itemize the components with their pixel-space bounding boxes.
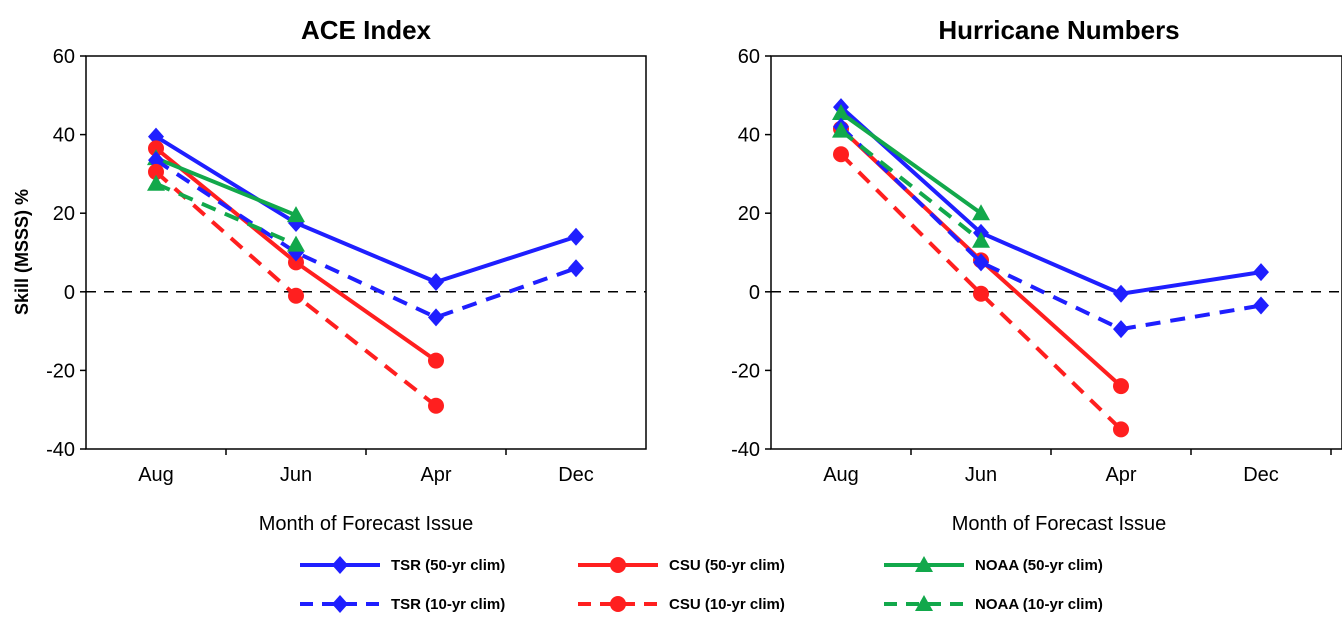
series-noaa-50-yr-clim <box>832 103 990 221</box>
legend-item-csu-50-yr-clim: CSU (50-yr clim) <box>578 557 785 574</box>
series-tsr-10-yr-clim <box>148 151 584 327</box>
y-tick-label: 60 <box>738 46 760 68</box>
series-line <box>839 152 1123 431</box>
data-point-triangle <box>287 235 305 252</box>
data-point-diamond <box>568 259 584 278</box>
series-csu-10-yr-clim <box>148 163 444 414</box>
chart-title: ACE Index <box>301 15 432 45</box>
legend-item-noaa-10-yr-clim: NOAA (10-yr clim) <box>884 595 1103 613</box>
plot-frame <box>770 55 1342 450</box>
legend-marker-triangle <box>915 595 933 611</box>
data-point-diamond <box>973 253 989 272</box>
y-tick-label: 0 <box>749 282 760 304</box>
chart-panel-hurricane-numbers: Hurricane Numbers Month of Forecast Issu… <box>731 15 1342 535</box>
x-tick-label: Aug <box>823 464 859 486</box>
data-point-triangle <box>287 206 305 223</box>
series-csu-10-yr-clim <box>833 146 1129 438</box>
series-noaa-10-yr-clim <box>832 121 990 248</box>
y-tick-label: -40 <box>731 439 760 461</box>
data-point-diamond <box>428 272 444 291</box>
legend-item-tsr-10-yr-clim: TSR (10-yr clim) <box>300 595 505 613</box>
series-line <box>155 156 297 218</box>
data-point-circle <box>428 397 444 414</box>
legend-item-noaa-50-yr-clim: NOAA (50-yr clim) <box>884 556 1103 574</box>
data-point-circle <box>148 140 164 157</box>
chart-legend: TSR (50-yr clim) CSU (50-yr clim) NOAA (50… <box>300 556 1103 613</box>
x-tick-label: Dec <box>1243 464 1279 486</box>
data-point-diamond <box>148 127 164 146</box>
data-point-diamond <box>1113 320 1129 339</box>
x-tick-label: Apr <box>1105 464 1136 486</box>
y-tick-label: -20 <box>46 360 75 382</box>
series-noaa-10-yr-clim <box>147 174 305 252</box>
data-point-diamond <box>428 308 444 327</box>
series-line <box>839 105 1262 296</box>
legend-label: CSU (50-yr clim) <box>669 557 785 574</box>
x-axis-label: Month of Forecast Issue <box>952 513 1167 535</box>
data-point-circle <box>973 285 989 302</box>
series-csu-50-yr-clim <box>148 140 444 369</box>
data-point-diamond <box>1113 284 1129 303</box>
x-tick-label: Jun <box>965 464 997 486</box>
y-tick-label: 20 <box>53 203 75 225</box>
legend-marker-diamond <box>332 595 348 613</box>
data-point-circle <box>1113 378 1129 395</box>
x-tick-label: Apr <box>420 464 451 486</box>
x-axis-label: Month of Forecast Issue <box>259 513 474 535</box>
legend-marker-triangle <box>915 556 933 572</box>
y-tick-label: 0 <box>64 282 75 304</box>
legend-marker-circle <box>610 557 626 573</box>
series-tsr-50-yr-clim <box>833 98 1269 303</box>
legend-marker-circle <box>610 596 626 612</box>
data-point-triangle <box>147 174 165 191</box>
y-axis-label: Skill (MSSS) % <box>12 189 32 315</box>
data-point-triangle <box>832 103 850 120</box>
data-point-diamond <box>568 227 584 246</box>
y-tick-label: 60 <box>53 46 75 68</box>
data-point-triangle <box>972 231 990 248</box>
chart-panel-ace-index: ACE Index Skill (MSSS) % Month of Foreca… <box>12 15 647 535</box>
series-tsr-10-yr-clim <box>833 117 1269 339</box>
data-point-diamond <box>1253 296 1269 315</box>
y-tick-label: -20 <box>731 360 760 382</box>
series-line <box>155 181 297 247</box>
data-point-circle <box>148 163 164 180</box>
y-tick-label: -40 <box>46 439 75 461</box>
legend-item-tsr-50-yr-clim: TSR (50-yr clim) <box>300 556 505 574</box>
x-tick-label: Jun <box>280 464 312 486</box>
y-tick-label: 20 <box>738 203 760 225</box>
data-point-diamond <box>148 151 164 170</box>
data-point-triangle <box>972 204 990 221</box>
legend-label: NOAA (10-yr clim) <box>975 596 1103 613</box>
legend-label: NOAA (50-yr clim) <box>975 557 1103 574</box>
series-line <box>154 158 577 320</box>
legend-label: TSR (10-yr clim) <box>391 596 505 613</box>
y-tick-label: 40 <box>738 125 760 147</box>
data-point-circle <box>288 287 304 304</box>
y-tick-label: 40 <box>53 125 75 147</box>
data-point-circle <box>833 146 849 163</box>
data-point-triangle <box>832 121 850 138</box>
series-line <box>839 129 983 243</box>
x-tick-label: Aug <box>138 464 174 486</box>
legend-item-csu-10-yr-clim: CSU (10-yr clim) <box>578 596 785 613</box>
legend-marker-diamond <box>332 556 348 574</box>
legend-label: CSU (10-yr clim) <box>669 596 785 613</box>
x-tick-label: Dec <box>558 464 594 486</box>
legend-label: TSR (50-yr clim) <box>391 557 505 574</box>
data-point-circle <box>288 254 304 271</box>
chart-title: Hurricane Numbers <box>938 15 1179 45</box>
data-point-circle <box>1113 421 1129 438</box>
data-point-diamond <box>1253 263 1269 282</box>
series-tsr-50-yr-clim <box>148 127 584 291</box>
series-line <box>839 111 983 215</box>
series-line <box>154 134 577 285</box>
data-point-circle <box>428 352 444 369</box>
